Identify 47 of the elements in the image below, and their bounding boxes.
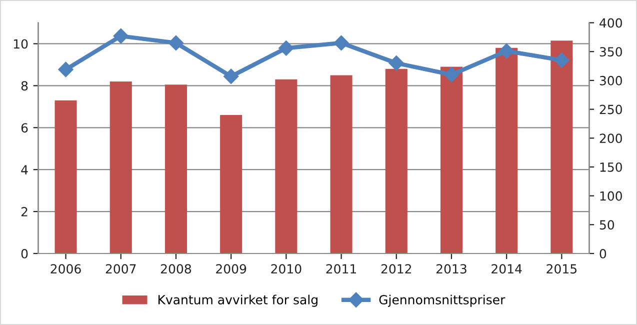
y-tick-label: 0 — [21, 248, 28, 258]
x-tick-label: 2015 — [546, 264, 576, 274]
y2-tick-label: 50 — [600, 220, 614, 230]
bar — [275, 79, 298, 254]
point — [58, 62, 74, 78]
y-tick-label: 8 — [21, 81, 28, 91]
point — [168, 35, 184, 51]
bar — [110, 81, 132, 254]
bar — [330, 75, 352, 254]
y2-tick-label: 150 — [600, 162, 622, 172]
point — [334, 35, 349, 51]
y2-tick-label: 350 — [600, 47, 622, 57]
point — [444, 67, 460, 82]
point — [388, 56, 404, 71]
x-tick-label: 2011 — [326, 264, 356, 274]
y2-tick-label: 250 — [600, 104, 622, 114]
point — [554, 52, 570, 68]
legend-label: Gjennomsnittspriser — [379, 294, 506, 307]
bar — [550, 40, 573, 254]
bar — [220, 115, 242, 254]
point — [224, 68, 239, 84]
point — [499, 43, 514, 59]
y2-tick-label: 0 — [600, 248, 606, 258]
x-tick-label: 2014 — [492, 264, 522, 274]
x-tick-label: 2007 — [106, 264, 136, 274]
y-tick-label: 2 — [21, 207, 28, 216]
y-tick-label: 6 — [21, 123, 28, 133]
y2-tick-label: 400 — [600, 18, 622, 28]
x-tick-label: 2012 — [381, 264, 412, 274]
x-tick-label: 2006 — [50, 264, 81, 274]
point — [278, 40, 294, 56]
x-tick-label: 2008 — [160, 264, 192, 274]
x-tick-label: 2013 — [436, 264, 466, 274]
y2-tick-label: 200 — [600, 134, 622, 144]
x-tick-label: 2010 — [271, 264, 302, 274]
y-tick-label: 4 — [21, 165, 28, 174]
bar — [164, 84, 187, 254]
bar — [440, 66, 462, 254]
legend-label: Kvantum avvirket for salg — [158, 294, 318, 307]
y2-tick-label: 300 — [600, 76, 622, 86]
y2-tick-label: 100 — [600, 191, 622, 201]
bar — [496, 48, 518, 254]
bar — [385, 68, 408, 254]
y-tick-label: 10 — [14, 39, 28, 49]
x-tick-label: 2009 — [216, 264, 246, 274]
point — [113, 28, 128, 44]
bar — [54, 100, 77, 254]
